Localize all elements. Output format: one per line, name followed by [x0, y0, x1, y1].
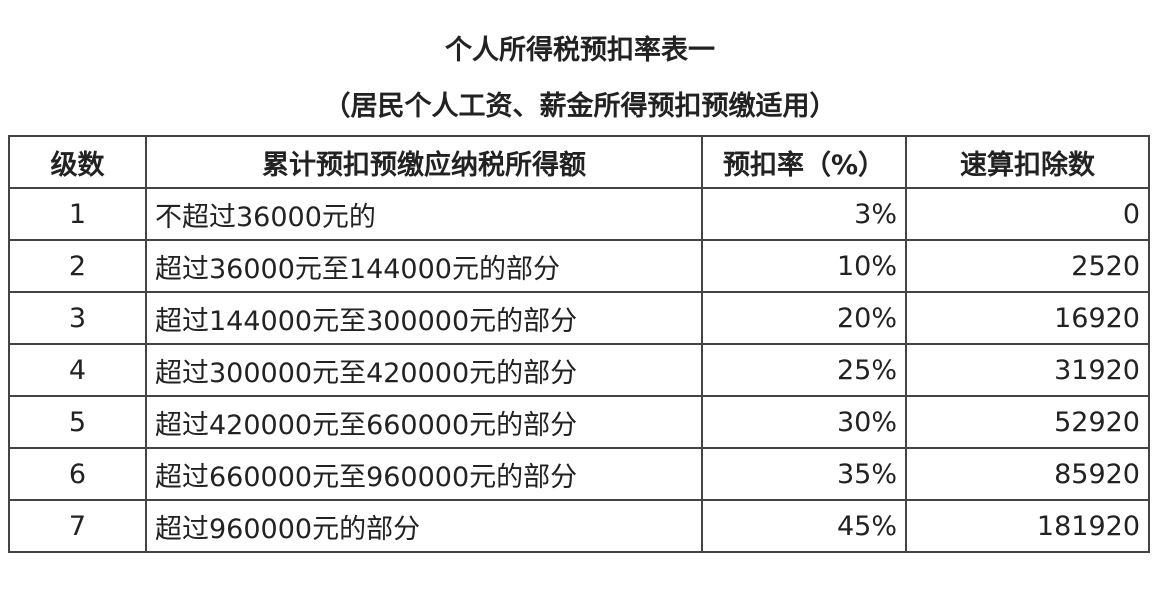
cell-level: 3 — [8, 291, 147, 345]
table-row: 4 超过300000元至420000元的部分 25% 31920 — [8, 343, 1150, 397]
cell-quick-deduction: 0 — [905, 187, 1150, 241]
cell-quick-deduction: 16920 — [905, 291, 1150, 345]
cell-level: 4 — [8, 343, 147, 397]
page-title: 个人所得税预扣率表一 — [445, 35, 715, 66]
table-row: 2 超过36000元至144000元的部分 10% 2520 — [8, 239, 1150, 293]
cell-rate: 3% — [701, 187, 907, 241]
header-taxable-income: 累计预扣预缴应纳税所得额 — [145, 135, 703, 189]
cell-rate: 45% — [701, 499, 907, 553]
cell-rate: 35% — [701, 447, 907, 501]
table-row: 5 超过420000元至660000元的部分 30% 52920 — [8, 395, 1150, 449]
table-row: 6 超过660000元至960000元的部分 35% 85920 — [8, 447, 1150, 501]
header-rate: 预扣率（%） — [701, 135, 907, 189]
cell-rate: 25% — [701, 343, 907, 397]
table-header-row: 级数 累计预扣预缴应纳税所得额 预扣率（%） 速算扣除数 — [8, 135, 1150, 189]
cell-level: 6 — [8, 447, 147, 501]
cell-taxable-income: 超过36000元至144000元的部分 — [145, 239, 703, 293]
cell-taxable-income: 超过660000元至960000元的部分 — [145, 447, 703, 501]
cell-taxable-income: 超过420000元至660000元的部分 — [145, 395, 703, 449]
cell-level: 1 — [8, 187, 147, 241]
cell-taxable-income: 不超过36000元的 — [145, 187, 703, 241]
cell-taxable-income: 超过144000元至300000元的部分 — [145, 291, 703, 345]
cell-taxable-income: 超过960000元的部分 — [145, 499, 703, 553]
table-row: 3 超过144000元至300000元的部分 20% 16920 — [8, 291, 1150, 345]
cell-level: 7 — [8, 499, 147, 553]
header-quick-deduction: 速算扣除数 — [905, 135, 1150, 189]
cell-level: 5 — [8, 395, 147, 449]
cell-quick-deduction: 52920 — [905, 395, 1150, 449]
cell-rate: 30% — [701, 395, 907, 449]
cell-taxable-income: 超过300000元至420000元的部分 — [145, 343, 703, 397]
header-level: 级数 — [8, 135, 147, 189]
cell-quick-deduction: 181920 — [905, 499, 1150, 553]
tax-rate-table: 级数 累计预扣预缴应纳税所得额 预扣率（%） 速算扣除数 1 不超过36000元的… — [8, 135, 1150, 553]
cell-rate: 10% — [701, 239, 907, 293]
cell-quick-deduction: 2520 — [905, 239, 1150, 293]
cell-quick-deduction: 31920 — [905, 343, 1150, 397]
page-subtitle: （居民个人工资、薪金所得预扣预缴适用） — [323, 91, 837, 122]
cell-rate: 20% — [701, 291, 907, 345]
table-row: 7 超过960000元的部分 45% 181920 — [8, 499, 1150, 553]
cell-level: 2 — [8, 239, 147, 293]
cell-quick-deduction: 85920 — [905, 447, 1150, 501]
table-row: 1 不超过36000元的 3% 0 — [8, 187, 1150, 241]
